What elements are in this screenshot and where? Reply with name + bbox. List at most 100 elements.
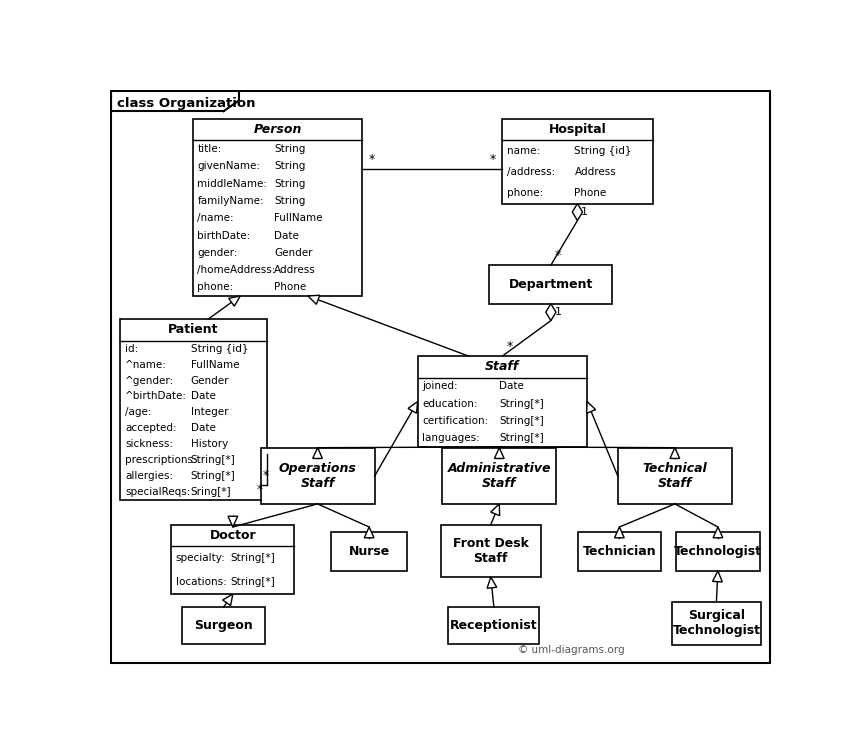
Text: Date: Date [191, 424, 216, 433]
Text: Staff: Staff [485, 360, 519, 374]
Text: String: String [274, 161, 305, 171]
Text: Receptionist: Receptionist [450, 619, 538, 632]
Text: prescriptions:: prescriptions: [125, 455, 197, 465]
Text: © uml-diagrams.org: © uml-diagrams.org [518, 645, 624, 655]
Text: title:: title: [198, 144, 222, 154]
Polygon shape [308, 295, 320, 304]
Polygon shape [713, 571, 722, 582]
Polygon shape [494, 447, 504, 459]
Text: String {id}: String {id} [574, 146, 632, 156]
Bar [182, 607, 265, 644]
Text: Address: Address [574, 167, 616, 177]
Text: phone:: phone: [198, 282, 234, 292]
Bar [676, 533, 759, 571]
Text: Hospital: Hospital [549, 123, 606, 136]
Text: Date: Date [499, 381, 524, 391]
Text: String[*]: String[*] [230, 554, 275, 563]
Text: phone:: phone: [507, 188, 544, 198]
Text: Administrative
Staff: Administrative Staff [447, 462, 551, 490]
Bar [418, 356, 587, 447]
Text: 1: 1 [555, 307, 562, 317]
Polygon shape [670, 447, 679, 459]
Bar [261, 448, 375, 504]
Text: String[*]: String[*] [499, 416, 544, 426]
Polygon shape [365, 527, 374, 538]
Text: Date: Date [191, 391, 216, 401]
Text: Department: Department [508, 278, 593, 291]
Polygon shape [546, 304, 556, 320]
Bar [617, 448, 732, 504]
Text: String[*]: String[*] [499, 433, 544, 443]
Bar [331, 533, 407, 571]
Text: Sring[*]: Sring[*] [191, 487, 231, 497]
Bar [440, 524, 541, 577]
Text: Phone: Phone [274, 282, 306, 292]
Text: accepted:: accepted: [125, 424, 176, 433]
Text: allergies:: allergies: [125, 471, 173, 481]
Bar [193, 119, 362, 296]
Text: birthDate:: birthDate: [198, 231, 250, 241]
Bar [448, 607, 539, 644]
Polygon shape [487, 577, 497, 589]
Polygon shape [313, 447, 322, 459]
Bar [171, 524, 294, 594]
Text: String[*]: String[*] [191, 455, 236, 465]
Text: name:: name: [507, 146, 540, 156]
Text: /name:: /name: [198, 213, 234, 223]
Text: FullName: FullName [274, 213, 322, 223]
Text: middleName:: middleName: [198, 179, 267, 189]
Text: Integer: Integer [191, 407, 228, 418]
Text: String[*]: String[*] [191, 471, 236, 481]
Text: Gender: Gender [191, 376, 229, 385]
Polygon shape [228, 516, 237, 527]
Polygon shape [587, 401, 596, 413]
Text: Nurse: Nurse [348, 545, 390, 558]
Text: String: String [274, 196, 305, 206]
Polygon shape [573, 204, 582, 220]
Text: familyName:: familyName: [198, 196, 264, 206]
Text: ^gender:: ^gender: [125, 376, 175, 385]
Text: education:: education: [422, 399, 478, 409]
Text: Surgical
Technologist: Surgical Technologist [673, 610, 760, 637]
Bar [672, 601, 761, 645]
Text: Doctor: Doctor [210, 529, 256, 542]
Text: joined:: joined: [422, 381, 458, 391]
Bar [442, 448, 556, 504]
Text: Gender: Gender [274, 248, 313, 258]
Polygon shape [491, 504, 500, 515]
Text: /address:: /address: [507, 167, 556, 177]
Text: gender:: gender: [198, 248, 238, 258]
Text: languages:: languages: [422, 433, 480, 443]
Text: givenName:: givenName: [198, 161, 261, 171]
Text: Surgeon: Surgeon [194, 619, 253, 632]
Text: Address: Address [274, 265, 316, 275]
Text: Technical
Staff: Technical Staff [642, 462, 707, 490]
Text: /age:: /age: [125, 407, 151, 418]
Polygon shape [229, 296, 240, 306]
Text: FullName: FullName [191, 359, 239, 370]
Text: String[*]: String[*] [230, 577, 275, 587]
Text: specialty:: specialty: [176, 554, 225, 563]
Bar [489, 265, 612, 304]
Text: certification:: certification: [422, 416, 488, 426]
Text: Phone: Phone [574, 188, 606, 198]
Text: class Organization: class Organization [117, 97, 256, 110]
Text: Operations
Staff: Operations Staff [279, 462, 357, 490]
Text: *: * [263, 469, 269, 483]
Text: /homeAddress:: /homeAddress: [198, 265, 276, 275]
Text: String[*]: String[*] [499, 399, 544, 409]
Text: Technician: Technician [582, 545, 656, 558]
Text: Date: Date [274, 231, 299, 241]
Text: sickness:: sickness: [125, 439, 173, 449]
Text: *: * [490, 153, 496, 166]
Text: Person: Person [254, 123, 302, 136]
Text: ^name:: ^name: [125, 359, 167, 370]
Text: ^birthDate:: ^birthDate: [125, 391, 187, 401]
Polygon shape [223, 594, 233, 606]
Bar [502, 119, 653, 204]
Text: Technologist: Technologist [674, 545, 762, 558]
Text: specialReqs:: specialReqs: [125, 487, 190, 497]
Text: *: * [368, 153, 375, 166]
Text: *: * [256, 483, 263, 496]
Bar [578, 533, 661, 571]
